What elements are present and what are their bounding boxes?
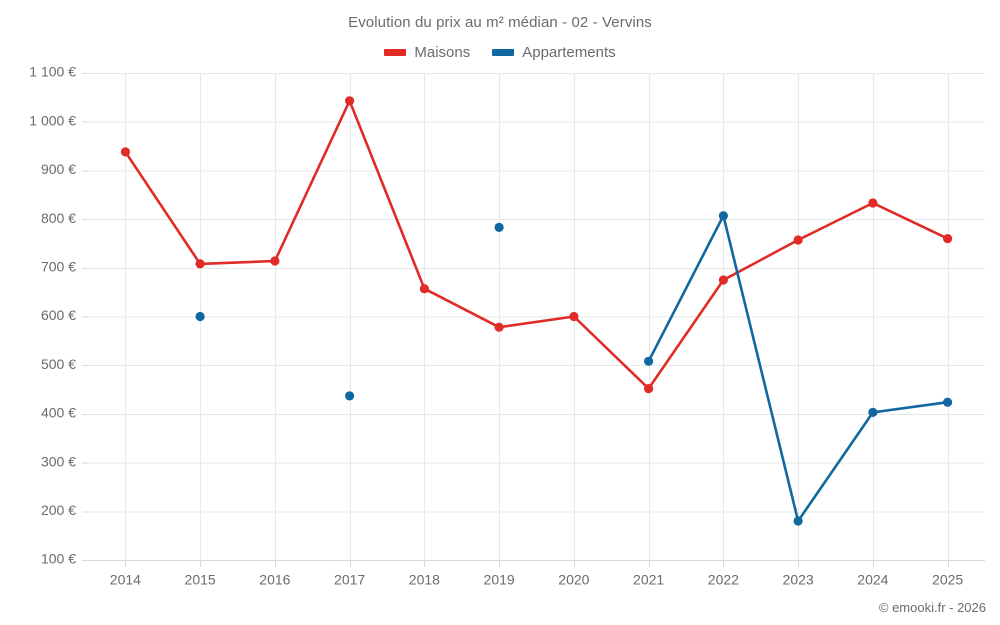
legend-label-maisons: Maisons [414, 44, 471, 61]
x-axis-label: 2025 [932, 571, 963, 587]
y-axis-label: 500 € [41, 356, 76, 372]
data-point-appartements-2024[interactable] [868, 407, 878, 417]
data-point-maisons-2020[interactable] [569, 311, 579, 322]
data-point-maisons-2015[interactable] [195, 259, 205, 269]
y-axis-label: 900 € [41, 161, 76, 177]
y-axis-label: 1 100 € [29, 64, 76, 80]
legend-label-appartements: Appartements [522, 44, 616, 61]
x-axis-label: 2022 [708, 571, 739, 587]
data-point-appartements-2015[interactable] [195, 311, 205, 322]
y-axis-label: 100 € [41, 551, 76, 567]
data-point-appartements-2017[interactable] [345, 391, 355, 401]
x-axis-label: 2016 [259, 571, 290, 587]
data-point-appartements-2025[interactable] [943, 397, 953, 407]
data-point-appartements-2021[interactable] [644, 356, 654, 366]
x-axis-label: 2015 [185, 571, 216, 587]
x-axis-label: 2023 [783, 571, 814, 587]
legend-swatch-appartements [492, 49, 515, 56]
y-axis-label: 400 € [41, 405, 76, 421]
x-axis-label: 2020 [558, 571, 589, 587]
y-axis-label: 200 € [41, 502, 76, 518]
data-point-maisons-2021[interactable] [644, 384, 654, 394]
data-point-appartements-2023[interactable] [793, 516, 803, 526]
data-point-maisons-2023[interactable] [793, 235, 803, 245]
data-point-maisons-2024[interactable] [868, 198, 878, 208]
data-point-maisons-2025[interactable] [943, 234, 953, 244]
data-point-maisons-2017[interactable] [345, 96, 355, 106]
y-axis-label: 300 € [41, 453, 76, 469]
chart-legend: Maisons Appartements [0, 44, 1000, 61]
x-axis-label: 2019 [484, 571, 515, 587]
data-point-appartements-2019[interactable] [494, 222, 504, 232]
legend-swatch-maisons [384, 49, 407, 56]
x-axis-label: 2014 [110, 571, 141, 587]
y-axis-label: 700 € [41, 259, 76, 275]
x-axis-label: 2018 [409, 571, 440, 587]
legend-item-maisons[interactable]: Maisons [384, 44, 470, 61]
data-point-maisons-2014[interactable] [120, 147, 130, 157]
series-line-maisons [124, 99, 949, 390]
x-axis-label: 2017 [334, 571, 365, 587]
legend-item-appartements[interactable]: Appartements [492, 44, 616, 61]
y-axis-label: 600 € [41, 307, 76, 323]
y-axis-label: 800 € [41, 210, 76, 226]
data-point-maisons-2019[interactable] [494, 322, 504, 332]
data-point-appartements-2022[interactable] [718, 211, 729, 221]
credit-text: © emooki.fr - 2026 [878, 600, 986, 615]
x-axis-label: 2024 [857, 571, 888, 587]
data-point-maisons-2018[interactable] [419, 284, 429, 294]
data-point-maisons-2016[interactable] [270, 256, 280, 266]
y-axis-label: 1 000 € [29, 112, 76, 128]
chart-title: Evolution du prix au m² médian - 02 - Ve… [348, 14, 652, 31]
data-point-maisons-2022[interactable] [718, 275, 729, 285]
x-axis-label: 2021 [633, 571, 664, 587]
